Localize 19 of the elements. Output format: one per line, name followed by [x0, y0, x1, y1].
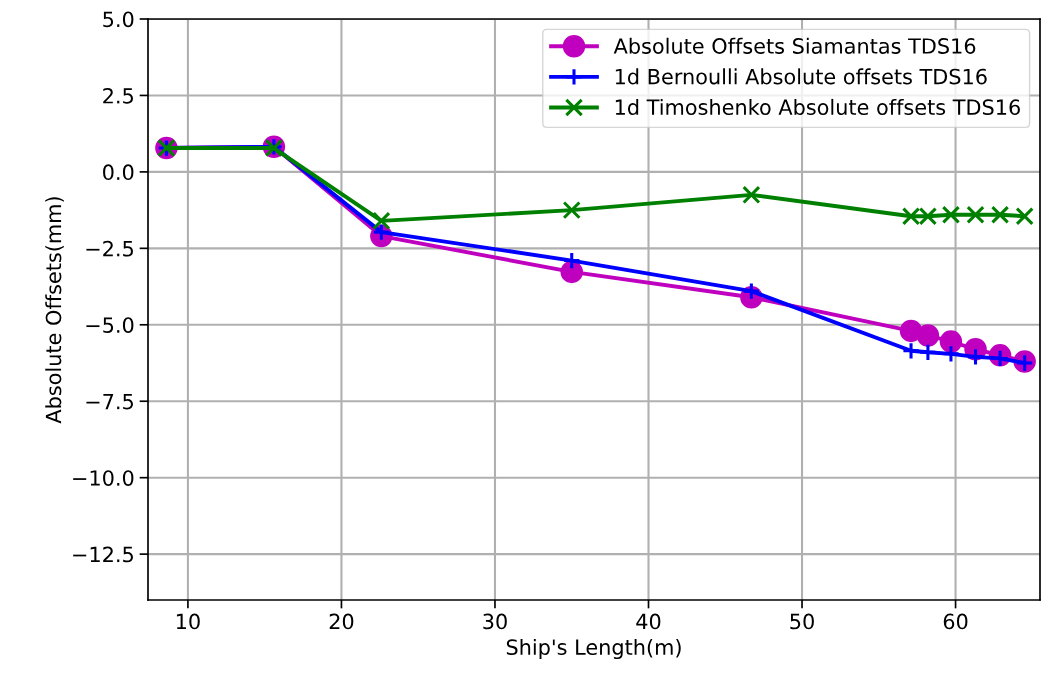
y-tick-label: −2.5: [86, 240, 133, 257]
legend-label: 1d Bernoulli Absolute offsets TDS16: [615, 68, 987, 85]
y-axis-title: Absolute Offsets(mm): [45, 197, 64, 424]
y-tick-label: 2.5: [103, 87, 133, 104]
y-tick-label: −12.5: [73, 546, 133, 563]
x-tick-label: 40: [636, 613, 661, 630]
x-tick-label: 10: [176, 613, 200, 630]
x-tick-label: 60: [943, 613, 968, 630]
y-tick-label: 0.0: [103, 164, 134, 181]
y-tick-label: −10.0: [73, 470, 134, 486]
y-tick-label: −5.0: [86, 317, 134, 333]
x-axis-title: Ship's Length(m): [506, 638, 681, 660]
x-tick-label: 50: [790, 613, 814, 630]
y-tick-label: −7.5: [86, 393, 133, 410]
y-tick-label: 5.0: [103, 11, 134, 28]
x-tick-label: 30: [483, 613, 507, 630]
legend-label: 1d Timoshenko Absolute offsets TDS16: [615, 98, 1020, 116]
legend-label: Absolute Offsets Siamantas TDS16: [613, 37, 976, 54]
x-tick-label: 20: [329, 613, 354, 630]
